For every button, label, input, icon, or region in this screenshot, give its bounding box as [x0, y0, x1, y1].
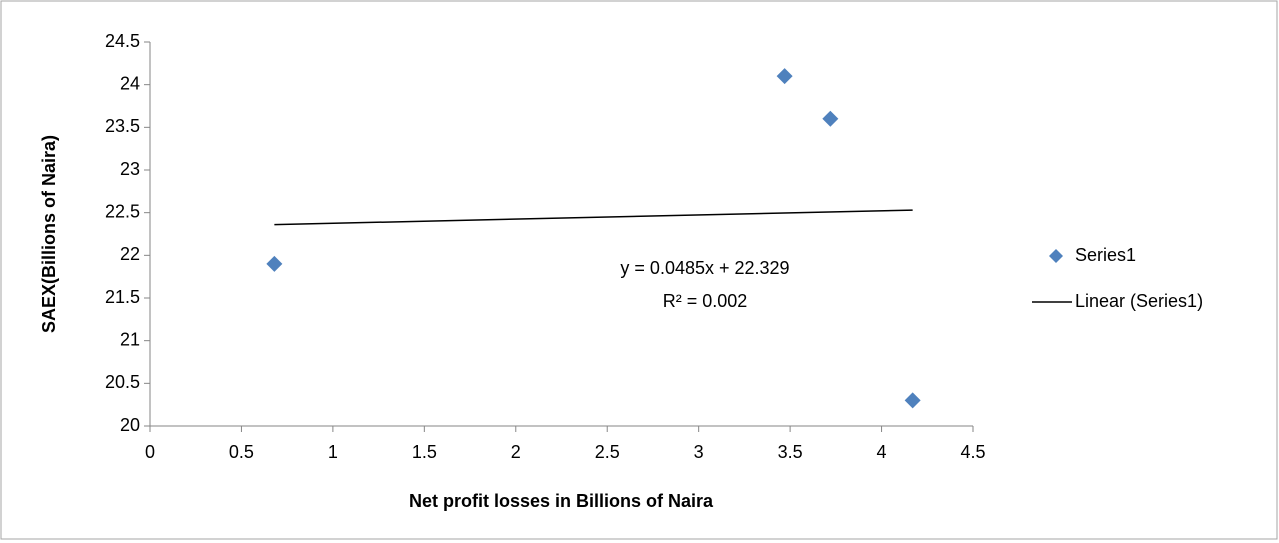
- point: [776, 68, 793, 85]
- legend-marker: [1049, 249, 1063, 263]
- x-tick-label: 4: [877, 442, 887, 462]
- y-tick-label: 20.5: [105, 372, 140, 392]
- trendline-equation: y = 0.0485x + 22.329: [620, 258, 789, 278]
- y-tick-label: 21.5: [105, 287, 140, 307]
- x-tick-label: 3.5: [778, 442, 803, 462]
- x-tick-label: 2.5: [595, 442, 620, 462]
- y-tick-label: 24: [120, 73, 140, 93]
- point: [904, 392, 921, 409]
- x-tick-label: 1.5: [412, 442, 437, 462]
- y-tick-label: 23.5: [105, 116, 140, 136]
- y-tick-label: 20: [120, 415, 140, 435]
- y-tick-label: 23: [120, 159, 140, 179]
- y-tick-label: 24.5: [105, 31, 140, 51]
- point: [822, 110, 839, 127]
- y-tick-label: 21: [120, 329, 140, 349]
- legend-label: Series1: [1075, 245, 1136, 265]
- legend-label: Linear (Series1): [1075, 291, 1203, 311]
- x-tick-label: 3: [694, 442, 704, 462]
- x-tick-label: 1: [328, 442, 338, 462]
- trendline-r2: R² = 0.002: [663, 291, 748, 311]
- x-axis-title: Net profit losses in Billions of Naira: [409, 491, 714, 511]
- x-tick-label: 4.5: [960, 442, 985, 462]
- x-tick-label: 0: [145, 442, 155, 462]
- y-tick-label: 22: [120, 244, 140, 264]
- x-tick-label: 0.5: [229, 442, 254, 462]
- y-tick-label: 22.5: [105, 201, 140, 221]
- y-axis-title: SAEX(Billions of Naira): [39, 135, 59, 333]
- trendline: [274, 209, 913, 226]
- x-tick-label: 2: [511, 442, 521, 462]
- point: [266, 255, 283, 272]
